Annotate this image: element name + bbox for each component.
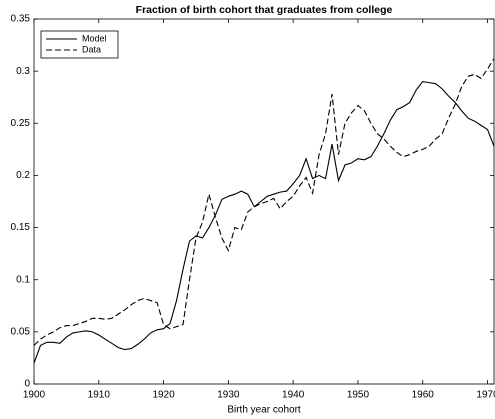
y-tick-label: 0.25 <box>11 118 31 129</box>
y-tick-label: 0.3 <box>16 66 30 77</box>
y-tick-label: 0.15 <box>11 222 31 233</box>
legend-label: Data <box>82 44 101 54</box>
y-tick-label: 0.2 <box>16 170 30 181</box>
x-tick-label: 1910 <box>88 390 111 401</box>
legend-box <box>40 30 119 59</box>
y-tick-label: 0.05 <box>11 326 31 337</box>
y-tick-label: 0.35 <box>11 14 31 25</box>
x-tick-label: 1970 <box>476 390 495 401</box>
y-tick-label: 0 <box>24 379 30 390</box>
x-tick-label: 1920 <box>152 390 175 401</box>
x-tick-label: 1900 <box>23 390 46 401</box>
legend-label: Model <box>82 33 107 43</box>
x-tick-label: 1950 <box>347 390 370 401</box>
chart-title: Fraction of birth cohort that graduates … <box>136 4 393 16</box>
x-axis-label: Birth year cohort <box>227 405 301 416</box>
data-line <box>33 58 495 346</box>
plot-area <box>33 18 495 385</box>
x-tick-label: 1960 <box>412 390 435 401</box>
data-line <box>33 80 495 364</box>
y-tick-label: 0.1 <box>16 274 30 285</box>
x-tick-label: 1930 <box>217 390 240 401</box>
x-tick-label: 1940 <box>282 390 305 401</box>
